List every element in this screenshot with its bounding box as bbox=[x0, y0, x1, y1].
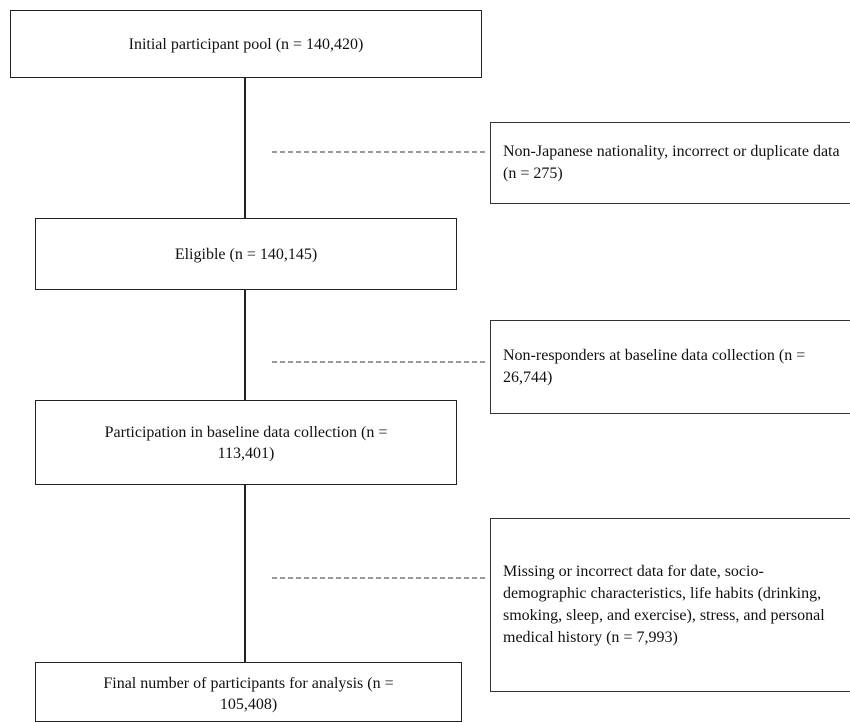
exclusion-label: Missing or incorrect data for date, soci… bbox=[503, 563, 825, 646]
connectors bbox=[244, 78, 488, 662]
exclusion-box: Non-responders at baseline data collecti… bbox=[490, 320, 850, 414]
exclusion-box: Missing or incorrect data for date, soci… bbox=[490, 518, 850, 692]
box-label: Final number of participants for analysi… bbox=[103, 675, 394, 713]
flow-box: Eligible (n = 140,145) bbox=[35, 218, 457, 290]
box-label: Eligible (n = 140,145) bbox=[174, 245, 318, 263]
box-label: Participation in baseline data collectio… bbox=[104, 423, 388, 462]
exclusion-label: Non-Japanese nationality, incorrect or d… bbox=[503, 143, 840, 182]
exclusion-box: Non-Japanese nationality, incorrect or d… bbox=[490, 122, 850, 204]
flow-box: Final number of participants for analysi… bbox=[35, 662, 462, 722]
box-label: Initial participant pool (n = 140,420) bbox=[128, 35, 364, 53]
page: Initial participant pool (n = 140,420) E… bbox=[10, 10, 850, 722]
flow-box: Participation in baseline data collectio… bbox=[35, 400, 457, 485]
exclusion-label: Non-responders at baseline data collecti… bbox=[503, 347, 806, 386]
flow-box: Initial participant pool (n = 140,420) bbox=[10, 10, 482, 78]
